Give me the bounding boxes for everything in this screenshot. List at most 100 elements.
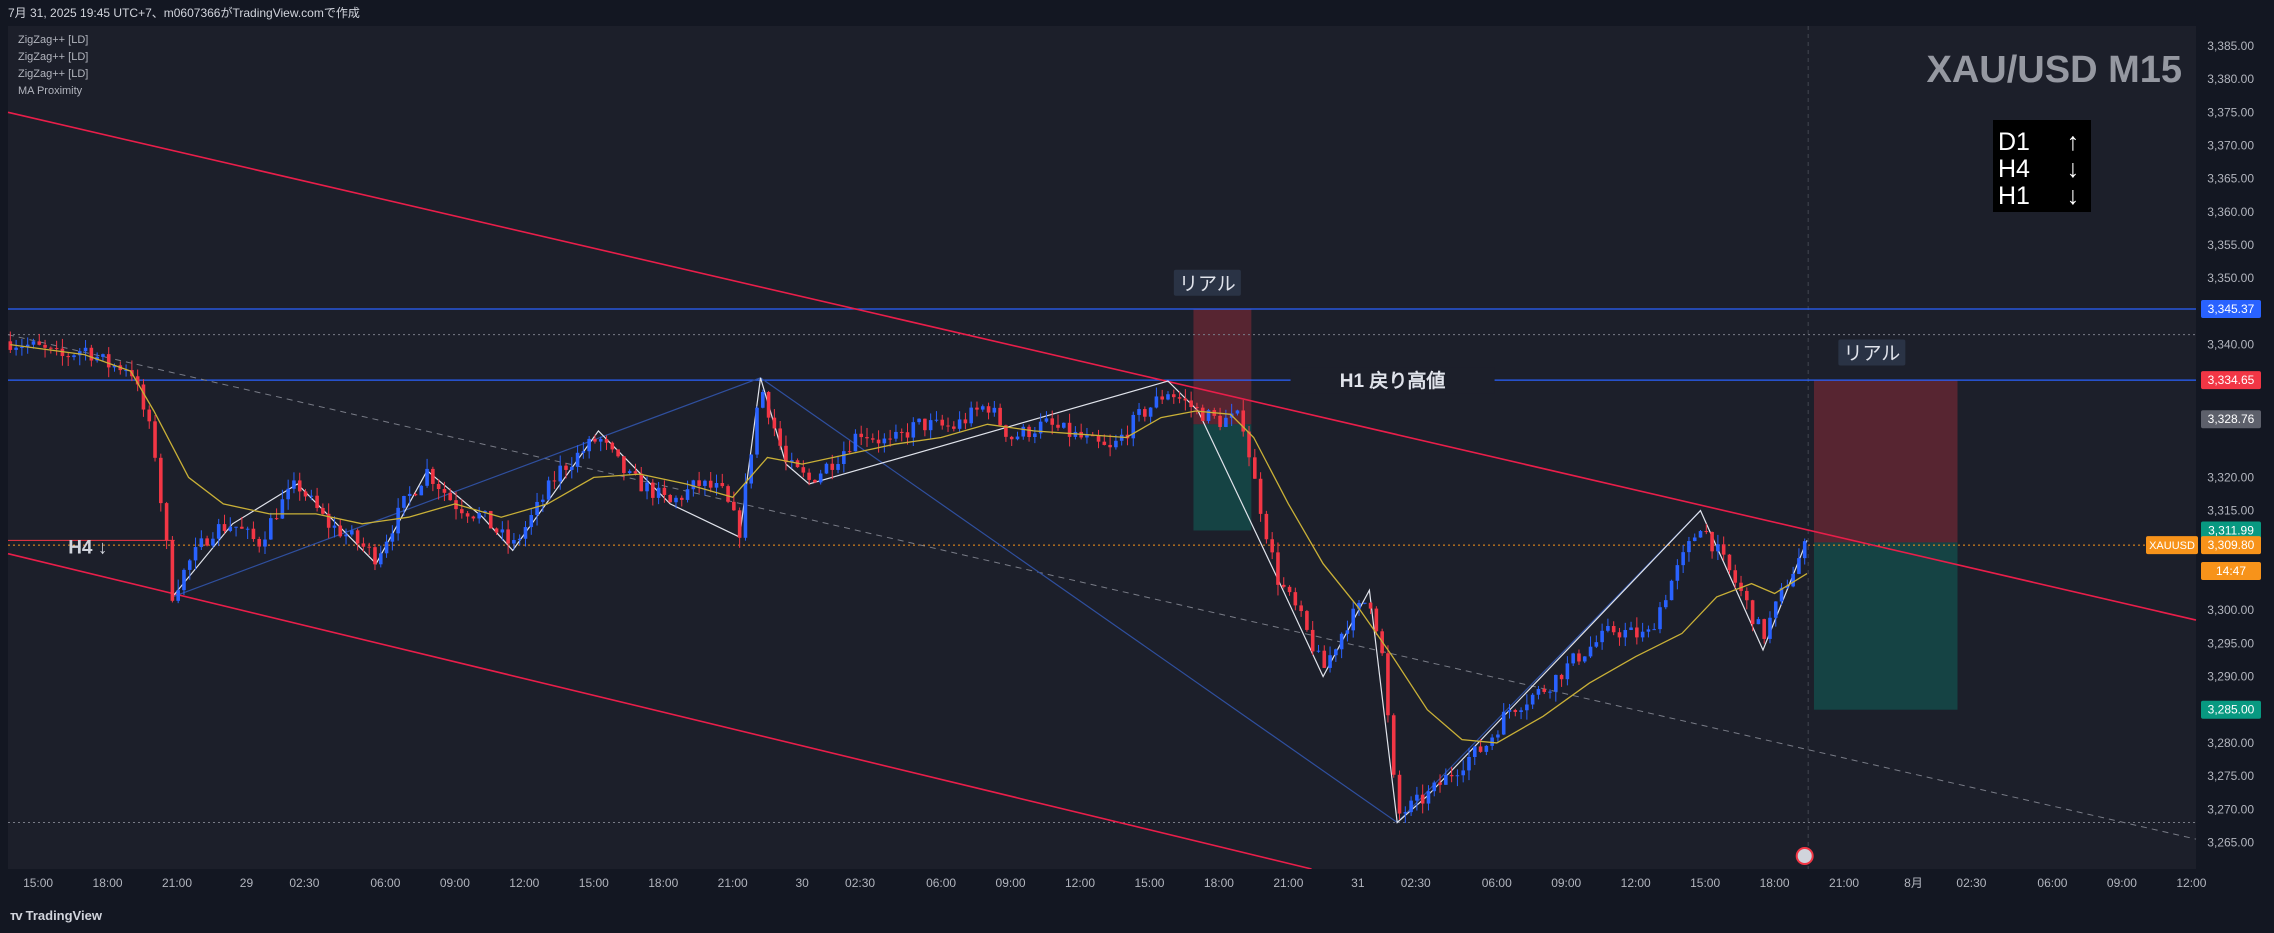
candle-body[interactable] bbox=[975, 407, 979, 410]
candle-body[interactable] bbox=[1600, 630, 1604, 643]
candle-body[interactable] bbox=[1461, 770, 1465, 776]
candle-body[interactable] bbox=[1565, 663, 1570, 680]
candle-body[interactable] bbox=[1490, 737, 1494, 746]
candle-body[interactable] bbox=[633, 471, 638, 474]
candle-body[interactable] bbox=[1779, 587, 1784, 602]
candle-body[interactable] bbox=[772, 417, 777, 429]
candle-body[interactable] bbox=[581, 451, 586, 453]
candle-body[interactable] bbox=[1004, 425, 1008, 437]
candle-body[interactable] bbox=[645, 482, 649, 492]
candle-body[interactable] bbox=[801, 467, 806, 473]
candle-body[interactable] bbox=[442, 488, 447, 493]
candle-body[interactable] bbox=[251, 528, 256, 540]
candle-body[interactable] bbox=[460, 509, 464, 514]
candle-body[interactable] bbox=[847, 451, 852, 453]
candle-body[interactable] bbox=[1739, 582, 1743, 591]
label-real-1[interactable]: リアル bbox=[1179, 274, 1236, 295]
candle-body[interactable] bbox=[1629, 627, 1633, 631]
candle-body[interactable] bbox=[1258, 478, 1263, 514]
candle-body[interactable] bbox=[205, 538, 209, 546]
candle-body[interactable] bbox=[1345, 630, 1350, 634]
candle-body[interactable] bbox=[1310, 629, 1315, 652]
candle-body[interactable] bbox=[1056, 424, 1060, 428]
candle-body[interactable] bbox=[1183, 398, 1188, 401]
candle-body[interactable] bbox=[1733, 570, 1738, 583]
candle-body[interactable] bbox=[703, 480, 707, 486]
candle-body[interactable] bbox=[905, 432, 910, 438]
candle-body[interactable] bbox=[674, 497, 678, 503]
candle-body[interactable] bbox=[517, 538, 522, 541]
candle-body[interactable] bbox=[1745, 590, 1749, 601]
candle-body[interactable] bbox=[651, 482, 655, 498]
candle-body[interactable] bbox=[1675, 565, 1680, 581]
candle-body[interactable] bbox=[1606, 626, 1610, 631]
candle-body[interactable] bbox=[564, 465, 568, 470]
candle-body[interactable] bbox=[1704, 531, 1709, 533]
candle-body[interactable] bbox=[384, 541, 389, 554]
candle-body[interactable] bbox=[1438, 782, 1442, 785]
indicator-legend-zigzag-1[interactable]: ZigZag++ [LD] bbox=[18, 34, 89, 46]
candle-body[interactable] bbox=[552, 480, 557, 482]
candle-body[interactable] bbox=[1160, 396, 1164, 400]
label-real-2[interactable]: リアル bbox=[1843, 343, 1900, 364]
candle-body[interactable] bbox=[182, 569, 186, 591]
candle-body[interactable] bbox=[535, 501, 539, 516]
candle-body[interactable] bbox=[998, 407, 1002, 426]
candle-body[interactable] bbox=[1362, 602, 1367, 604]
candle-body[interactable] bbox=[749, 454, 754, 484]
candle-body[interactable] bbox=[1171, 394, 1176, 398]
candle-body[interactable] bbox=[1218, 415, 1222, 427]
candle-body[interactable] bbox=[946, 425, 950, 427]
symbol-tag[interactable] bbox=[2146, 536, 2198, 555]
candle-body[interactable] bbox=[708, 480, 713, 488]
candle-body[interactable] bbox=[1143, 409, 1147, 417]
candle-body[interactable] bbox=[969, 407, 973, 424]
candle-body[interactable] bbox=[25, 344, 30, 348]
candle-body[interactable] bbox=[199, 538, 204, 548]
candle-body[interactable] bbox=[1432, 782, 1437, 792]
candle-body[interactable] bbox=[407, 493, 412, 497]
candle-body[interactable] bbox=[1339, 633, 1344, 650]
candle-body[interactable] bbox=[1559, 674, 1564, 680]
candle-body[interactable] bbox=[917, 418, 921, 423]
candle-body[interactable] bbox=[865, 437, 869, 439]
candle-body[interactable] bbox=[1374, 608, 1379, 632]
candle-body[interactable] bbox=[1698, 531, 1703, 538]
candle-body[interactable] bbox=[593, 438, 597, 442]
candle-body[interactable] bbox=[1177, 397, 1182, 399]
candle-body[interactable] bbox=[1189, 400, 1193, 408]
candle-body[interactable] bbox=[1195, 407, 1199, 409]
candle-body[interactable] bbox=[691, 480, 696, 490]
candle-body[interactable] bbox=[303, 491, 308, 497]
stop-zone-2[interactable] bbox=[1813, 380, 1958, 543]
candle-body[interactable] bbox=[1687, 541, 1691, 553]
candle-body[interactable] bbox=[1449, 774, 1454, 777]
candle-body[interactable] bbox=[546, 480, 551, 500]
candle-body[interactable] bbox=[20, 347, 24, 349]
candle-body[interactable] bbox=[390, 533, 395, 542]
price-badge[interactable] bbox=[2201, 371, 2261, 390]
candle-body[interactable] bbox=[1015, 436, 1020, 440]
candle-body[interactable] bbox=[176, 590, 180, 601]
candle-body[interactable] bbox=[164, 503, 169, 541]
candle-body[interactable] bbox=[1588, 646, 1593, 657]
candle-body[interactable] bbox=[1577, 653, 1581, 662]
candle-body[interactable] bbox=[1386, 653, 1390, 716]
candle-body[interactable] bbox=[315, 495, 319, 508]
candle-body[interactable] bbox=[1478, 746, 1483, 752]
label-h4-down[interactable]: H4 ↓ bbox=[68, 538, 107, 559]
candle-body[interactable] bbox=[888, 438, 892, 440]
candle-body[interactable] bbox=[268, 518, 273, 540]
candle-body[interactable] bbox=[1281, 584, 1286, 587]
candle-body[interactable] bbox=[934, 419, 939, 421]
candle-body[interactable] bbox=[321, 507, 325, 514]
candle-body[interactable] bbox=[1797, 558, 1801, 574]
candle-body[interactable] bbox=[1334, 649, 1338, 656]
candle-body[interactable] bbox=[1206, 410, 1211, 421]
candle-body[interactable] bbox=[882, 438, 887, 444]
candle-body[interactable] bbox=[1299, 605, 1303, 612]
candle-body[interactable] bbox=[234, 526, 238, 528]
candle-body[interactable] bbox=[1750, 600, 1755, 625]
candle-body[interactable] bbox=[263, 539, 267, 547]
zigzag-major[interactable] bbox=[172, 377, 1701, 824]
